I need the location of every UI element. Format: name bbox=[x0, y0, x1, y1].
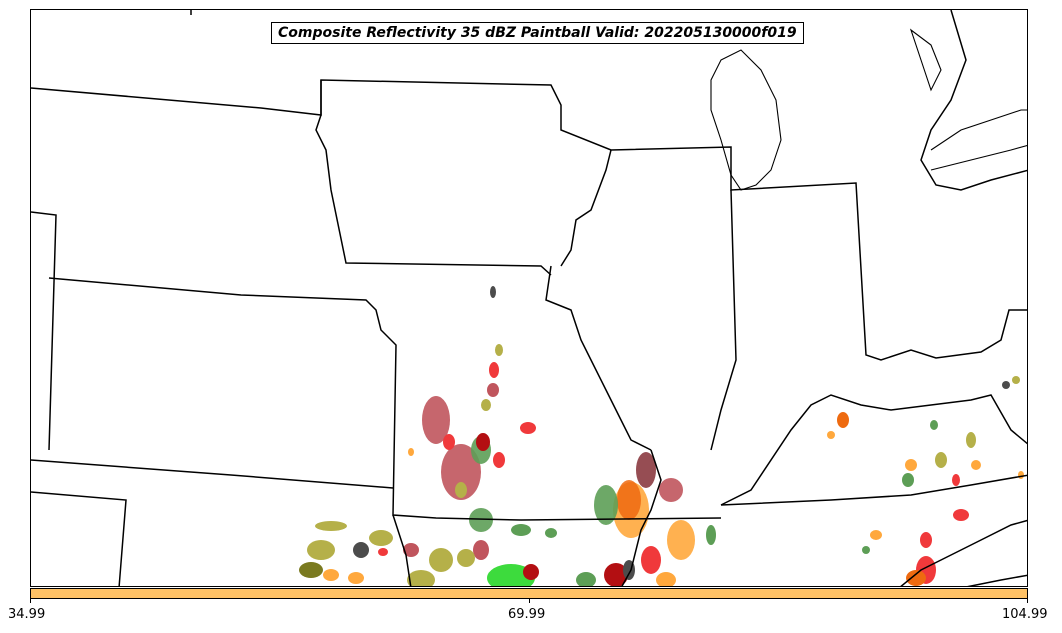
storm-cell bbox=[429, 548, 453, 572]
storm-cell bbox=[378, 548, 388, 556]
border-line bbox=[920, 10, 1027, 191]
storm-cell bbox=[307, 540, 335, 560]
storm-cell bbox=[457, 549, 475, 567]
storm-cell bbox=[641, 546, 661, 574]
storm-cell bbox=[348, 572, 364, 584]
storm-cell bbox=[656, 572, 676, 586]
storm-cell bbox=[323, 569, 339, 581]
storm-cell bbox=[299, 562, 323, 578]
storm-cell bbox=[403, 543, 419, 557]
border-line bbox=[31, 459, 394, 489]
map-panel: Composite Reflectivity 35 dBZ Paintball … bbox=[30, 9, 1028, 587]
storm-cell bbox=[407, 570, 435, 586]
colorbar-tick-mark bbox=[30, 599, 31, 603]
storm-cell bbox=[706, 525, 716, 545]
colorbar-tick-label: 69.99 bbox=[508, 607, 546, 622]
storm-cell bbox=[353, 542, 369, 558]
storm-cell bbox=[455, 482, 467, 498]
storm-cell bbox=[523, 564, 539, 580]
border-line bbox=[720, 474, 1027, 506]
storm-cell bbox=[545, 528, 557, 538]
storm-cell bbox=[952, 474, 960, 486]
border-line bbox=[710, 189, 737, 451]
storm-cell bbox=[966, 432, 976, 448]
storm-cell bbox=[520, 422, 536, 434]
border-line bbox=[315, 80, 552, 276]
storm-cell bbox=[870, 530, 882, 540]
border-line bbox=[720, 394, 1027, 506]
storm-cell bbox=[902, 473, 914, 487]
map-title: Composite Reflectivity 35 dBZ Paintball … bbox=[271, 22, 804, 44]
storm-cell bbox=[920, 532, 932, 548]
storm-cell bbox=[511, 524, 531, 536]
storm-cell bbox=[487, 564, 535, 586]
border-line bbox=[392, 514, 412, 586]
storm-cell bbox=[441, 444, 481, 500]
border-line bbox=[48, 277, 722, 521]
storm-cell bbox=[953, 509, 969, 521]
storm-cell bbox=[476, 433, 490, 451]
colorbar-tick-label: 104.99 bbox=[1002, 607, 1048, 622]
storm-cell bbox=[636, 452, 656, 488]
border-line bbox=[545, 265, 652, 451]
storm-cell bbox=[667, 520, 695, 560]
border-line bbox=[31, 79, 1027, 361]
storm-cell bbox=[576, 572, 596, 586]
storm-cell bbox=[837, 412, 849, 428]
colorbar bbox=[30, 588, 1028, 599]
colorbar-tick-mark bbox=[529, 599, 530, 603]
storm-cell bbox=[930, 420, 938, 430]
storm-cell bbox=[489, 362, 499, 378]
storm-cell bbox=[1012, 376, 1020, 384]
lake-huron bbox=[909, 28, 942, 92]
storm-cell bbox=[594, 485, 618, 525]
storm-cell bbox=[443, 434, 455, 450]
storm-cell bbox=[495, 344, 503, 356]
border-line bbox=[560, 149, 612, 267]
storm-cell bbox=[481, 399, 491, 411]
border-line bbox=[621, 449, 662, 586]
lake-huron bbox=[930, 109, 1027, 171]
border-line bbox=[31, 211, 57, 451]
storm-cell bbox=[469, 508, 493, 532]
border-line bbox=[31, 491, 127, 586]
storm-cell bbox=[369, 530, 393, 546]
colorbar-tick-mark bbox=[1027, 599, 1028, 603]
storm-cell bbox=[905, 459, 917, 471]
storm-cell bbox=[617, 480, 641, 520]
storm-cell bbox=[906, 570, 926, 586]
storm-cell bbox=[1018, 471, 1024, 479]
storm-cell bbox=[315, 521, 347, 531]
storm-cell bbox=[408, 448, 414, 456]
state-borders bbox=[31, 10, 1027, 586]
lake-michigan bbox=[710, 49, 782, 191]
storm-cell bbox=[490, 286, 496, 298]
border-line bbox=[967, 574, 1027, 586]
reflectivity-paintball-layer bbox=[299, 286, 1024, 586]
storm-cell bbox=[862, 546, 870, 554]
storm-cell bbox=[487, 383, 499, 397]
storm-cell bbox=[473, 540, 489, 560]
storm-cell bbox=[659, 478, 683, 502]
storm-cell bbox=[971, 460, 981, 470]
map-canvas bbox=[31, 10, 1027, 586]
great-lakes bbox=[710, 28, 1027, 191]
colorbar-tick-label: 34.99 bbox=[8, 607, 46, 622]
border-line bbox=[900, 519, 1027, 586]
storm-cell bbox=[604, 563, 628, 586]
storm-cell bbox=[1002, 381, 1010, 389]
storm-cell bbox=[827, 431, 835, 439]
storm-cell bbox=[935, 452, 947, 468]
storm-cell bbox=[422, 396, 450, 444]
storm-cell bbox=[493, 452, 505, 468]
